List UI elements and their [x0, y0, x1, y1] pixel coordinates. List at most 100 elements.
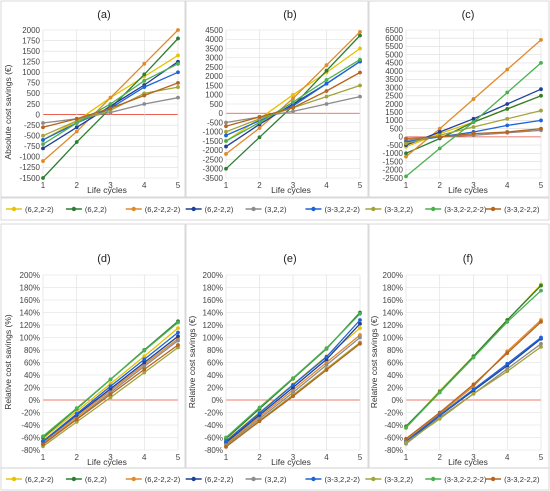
- y-tick-label: -20%: [204, 408, 223, 417]
- legend-item: (3-3,2,2): [365, 475, 413, 484]
- data-point: [291, 110, 295, 114]
- data-point: [539, 320, 543, 324]
- y-tick-label: 60%: [207, 358, 223, 367]
- data-point: [109, 384, 113, 388]
- data-point: [41, 125, 45, 129]
- x-tick-label: 1: [404, 453, 409, 462]
- y-tick-label: 3000: [205, 54, 223, 63]
- legend-label: (3-3,2-2,2): [504, 205, 540, 214]
- data-point: [539, 38, 543, 42]
- xlabel-f: Life cycles: [448, 457, 488, 467]
- data-point: [472, 382, 476, 386]
- x-tick-label: 5: [539, 453, 544, 462]
- y-tick-label: -1000: [203, 128, 224, 137]
- legend-swatch-marker: [371, 477, 375, 481]
- y-tick-label: -20%: [21, 408, 40, 417]
- y-tick-label: 0%: [391, 396, 403, 405]
- data-point: [438, 130, 442, 134]
- y-tick-label: 6500: [385, 26, 403, 35]
- plots-layer: -1500-1250-1000-750-500-2500250500750100…: [20, 26, 544, 462]
- data-point: [75, 412, 79, 416]
- x-tick-label: 4: [324, 453, 329, 462]
- data-point: [41, 142, 45, 146]
- data-point: [404, 137, 408, 141]
- data-point: [325, 346, 329, 350]
- legend-label: (3-3,2,2-2): [324, 205, 360, 214]
- data-point: [438, 411, 442, 415]
- y-tick-label: 160%: [203, 296, 223, 305]
- data-point: [438, 417, 442, 421]
- legend-swatch-marker: [12, 477, 16, 481]
- legend-item: (3,2,2): [246, 205, 287, 214]
- data-point: [142, 102, 146, 106]
- x-tick-label: 5: [358, 181, 363, 190]
- y-tick-label: 4000: [385, 67, 403, 76]
- xlabel-c: Life cycles: [448, 185, 488, 195]
- y-tick-label: 200%: [20, 271, 40, 280]
- data-point: [291, 100, 295, 104]
- y-tick-label: -1000: [383, 149, 404, 158]
- y-tick-label: 1750: [22, 36, 40, 45]
- legend-label: (3-3,2-2,2-2): [444, 205, 487, 214]
- x-tick-label: 2: [438, 181, 443, 190]
- panel-title-b: (b): [283, 9, 296, 21]
- data-point: [539, 94, 543, 98]
- y-tick-label: 20%: [207, 383, 223, 392]
- legend-item: (6,2,2-2): [6, 475, 54, 484]
- legend-label: (3-3,2,2-2): [324, 475, 360, 484]
- legend-label: (6,2,2): [85, 205, 107, 214]
- y-tick-label: 1000: [22, 68, 40, 77]
- x-tick-label: 2: [257, 453, 262, 462]
- data-point: [176, 62, 180, 66]
- y-tick-label: 6000: [385, 34, 403, 43]
- y-tick-label: -3500: [203, 174, 224, 183]
- data-point: [142, 79, 146, 83]
- legend-label: (6,2,2): [85, 475, 107, 484]
- data-point: [75, 117, 79, 121]
- y-tick-label: 5500: [385, 42, 403, 51]
- y-tick-label: 200%: [383, 271, 403, 280]
- y-tick-label: 250: [27, 100, 41, 109]
- data-point: [142, 357, 146, 361]
- data-point: [176, 331, 180, 335]
- legend-swatch-marker: [12, 207, 16, 211]
- data-point: [358, 30, 362, 34]
- data-point: [325, 363, 329, 367]
- y-tick-label: -1000: [20, 153, 41, 162]
- data-point: [505, 369, 509, 373]
- data-point: [358, 326, 362, 330]
- data-point: [291, 97, 295, 101]
- data-point: [505, 320, 509, 324]
- y-tick-label: 60%: [387, 358, 403, 367]
- data-point: [291, 376, 295, 380]
- data-point: [358, 342, 362, 346]
- data-point: [325, 82, 329, 86]
- data-point: [404, 155, 408, 159]
- data-point: [75, 121, 79, 125]
- y-tick-label: -750: [24, 142, 41, 151]
- y-tick-label: -1500: [203, 137, 224, 146]
- data-point: [224, 152, 228, 156]
- panel-title-d: (d): [97, 253, 110, 265]
- legend-swatch-marker: [72, 207, 76, 211]
- data-point: [75, 130, 79, 134]
- legend-swatch-marker: [371, 207, 375, 211]
- data-point: [224, 439, 228, 443]
- data-point: [404, 437, 408, 441]
- y-tick-label: -60%: [384, 433, 403, 442]
- legend-label: (6,2-2,2-2): [145, 475, 181, 484]
- y-tick-label: -2000: [203, 146, 224, 155]
- y-tick-label: 3000: [385, 83, 403, 92]
- data-point: [109, 392, 113, 396]
- legend-item: (6,2,2): [66, 205, 107, 214]
- legend-item: (3-3,2,2): [365, 205, 413, 214]
- y-tick-label: 3500: [385, 75, 403, 84]
- y-tick-label: -500: [387, 141, 404, 150]
- y-tick-label: 200%: [203, 271, 223, 280]
- data-point: [41, 147, 45, 151]
- x-tick-label: 2: [75, 181, 80, 190]
- x-tick-label: 4: [505, 181, 510, 190]
- data-point: [109, 96, 113, 100]
- data-point: [505, 107, 509, 111]
- y-tick-label: -60%: [204, 433, 223, 442]
